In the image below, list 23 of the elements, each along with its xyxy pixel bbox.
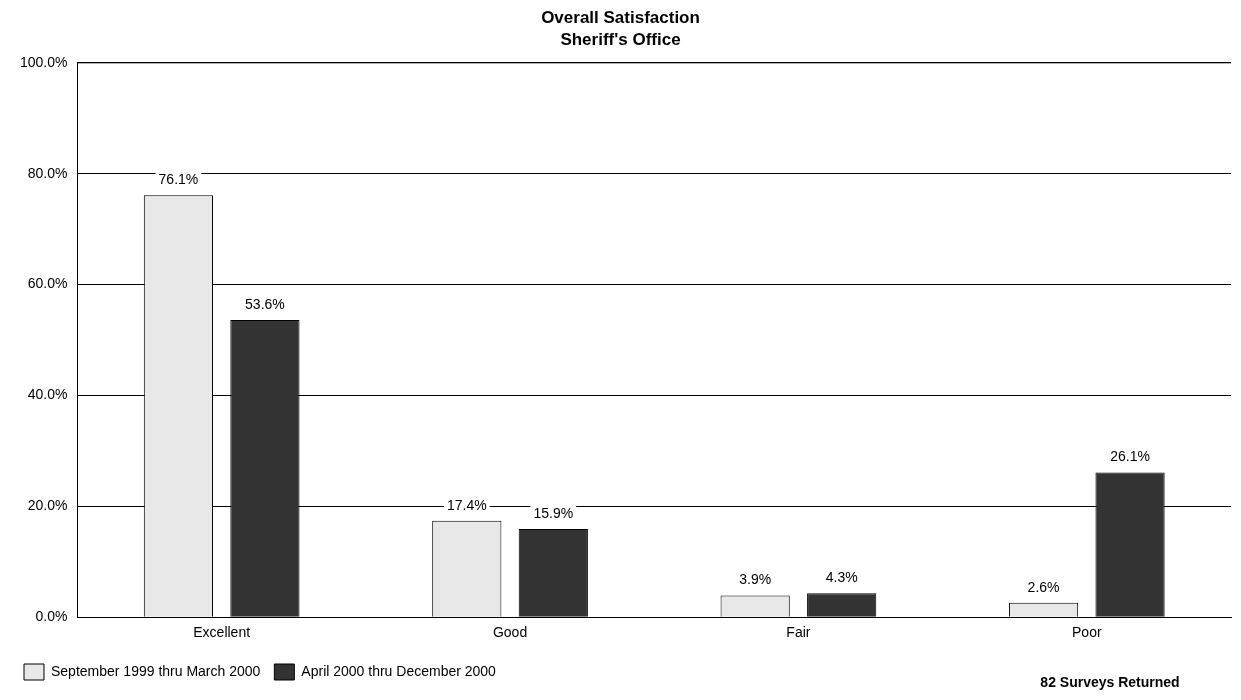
chart-title: Overall Satisfaction <box>541 7 700 27</box>
data-label: 4.3% <box>825 569 858 586</box>
data-label: 17.4% <box>446 496 487 513</box>
y-tick-label: 0.0% <box>35 608 68 625</box>
data-label: 2.6% <box>1027 578 1060 595</box>
x-tick-label: Excellent <box>193 624 251 641</box>
data-label: 53.6% <box>245 295 285 312</box>
legend-label: September 1999 thru March 2000 <box>51 662 261 679</box>
y-tick-label: 40.0% <box>27 386 68 403</box>
y-tick-label: 60.0% <box>27 275 68 292</box>
y-tick-label: 100.0% <box>20 53 68 70</box>
legend-label: April 2000 thru December 2000 <box>301 662 497 679</box>
data-label: 15.9% <box>533 504 574 521</box>
x-tick-label: Poor <box>1072 624 1102 641</box>
data-label: 76.1% <box>158 171 199 188</box>
y-tick-label: 20.0% <box>27 497 68 514</box>
text: 82 Surveys Returned <box>1040 673 1180 690</box>
y-tick-label: 80.0% <box>27 164 68 181</box>
data-label: 3.9% <box>739 571 772 588</box>
x-tick-label: Fair <box>786 624 811 641</box>
x-tick-label: Good <box>492 624 528 641</box>
chart-subtitle: Sheriff's Office <box>560 30 681 50</box>
data-label: 26.1% <box>1110 448 1150 465</box>
